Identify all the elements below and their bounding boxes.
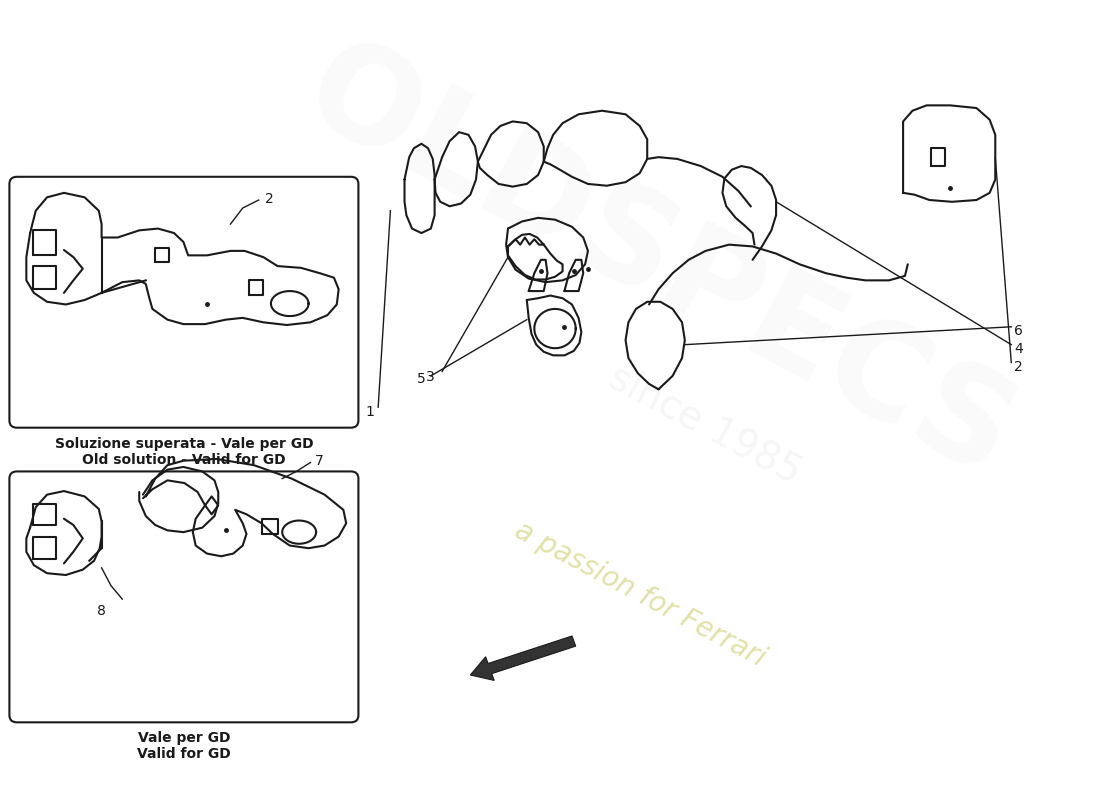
Text: OLDSPECS: OLDSPECS — [284, 25, 1034, 504]
Text: 2: 2 — [265, 192, 274, 206]
Text: Valid for GD: Valid for GD — [138, 747, 231, 762]
Text: Soluzione superata - Vale per GD: Soluzione superata - Vale per GD — [55, 437, 314, 450]
Text: Vale per GD: Vale per GD — [138, 731, 230, 746]
Text: 5: 5 — [417, 371, 426, 386]
Text: 1: 1 — [365, 405, 374, 418]
Text: a passion for Ferrari: a passion for Ferrari — [509, 517, 770, 673]
Text: Old solution - Valid for GD: Old solution - Valid for GD — [82, 453, 286, 466]
FancyArrow shape — [471, 636, 575, 681]
Text: 4: 4 — [1014, 342, 1023, 356]
Text: 7: 7 — [315, 454, 323, 468]
Text: 3: 3 — [426, 370, 434, 384]
Text: 6: 6 — [1014, 324, 1023, 338]
Text: 8: 8 — [97, 603, 106, 618]
Text: 2: 2 — [1014, 360, 1023, 374]
Text: since 1985: since 1985 — [603, 358, 808, 492]
